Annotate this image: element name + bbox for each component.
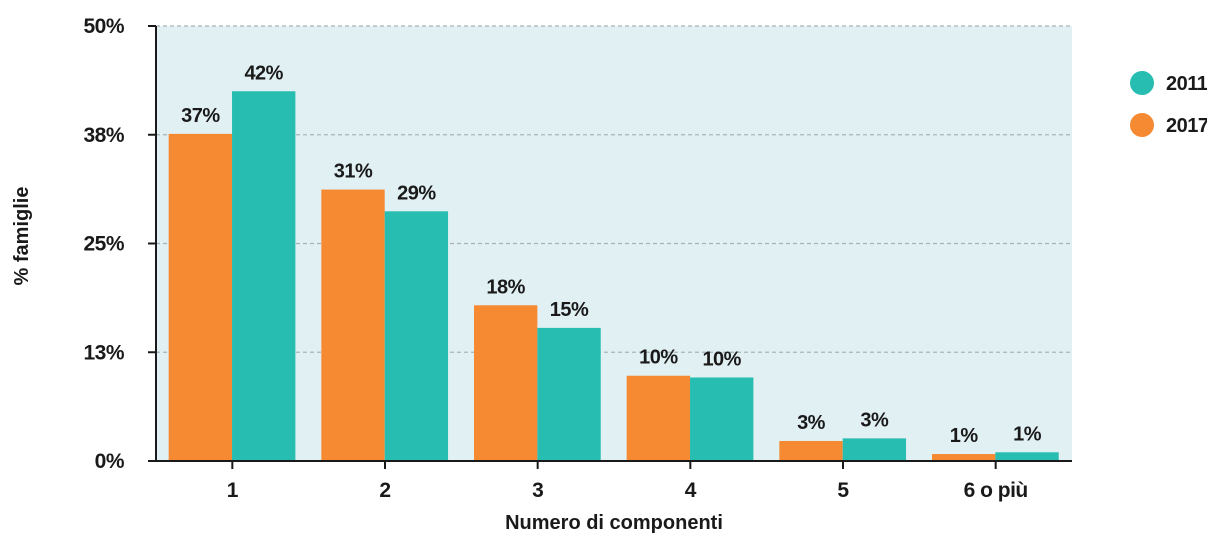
data-label-2011-1: 42% bbox=[244, 62, 283, 84]
bar-2011-2 bbox=[384, 211, 449, 461]
y-axis-title: % famiglie bbox=[11, 187, 33, 286]
axes bbox=[148, 25, 1072, 469]
data-label-2011-6: 1% bbox=[1013, 423, 1042, 445]
legend: 2011 2017 bbox=[1130, 71, 1207, 137]
bar-2011-5 bbox=[842, 438, 907, 461]
bar-2017-4 bbox=[626, 375, 691, 461]
data-label-2011-4: 10% bbox=[702, 348, 741, 370]
data-label-2017-1: 37% bbox=[181, 105, 220, 127]
y-tick-label: 0% bbox=[95, 450, 125, 473]
data-label-2017-2: 31% bbox=[334, 161, 373, 183]
bar-2017-1 bbox=[168, 133, 233, 461]
x-tick-label: 6 o più bbox=[964, 479, 1028, 502]
legend-swatch-2017 bbox=[1130, 113, 1154, 137]
data-label-2017-5: 3% bbox=[797, 412, 826, 434]
bar-2017-2 bbox=[321, 189, 385, 461]
data-label-2017-4: 10% bbox=[639, 347, 678, 369]
x-tick-label: 1 bbox=[227, 479, 239, 502]
bars bbox=[168, 91, 1059, 461]
y-tick-label: 38% bbox=[83, 124, 124, 147]
bar-2017-6 bbox=[932, 454, 996, 461]
data-labels: 37% 42% 31% 29% 18% 15% 10% 10% 3% 3% 1% 1% bbox=[181, 62, 1042, 447]
y-tick-label: 13% bbox=[83, 341, 124, 364]
gridlines bbox=[156, 25, 1072, 353]
bar-2011-3 bbox=[537, 327, 601, 461]
data-label-2011-5: 3% bbox=[860, 409, 889, 431]
x-tick-label: 4 bbox=[685, 479, 697, 502]
data-label-2017-6: 1% bbox=[950, 425, 979, 447]
x-tick-labels: 1 2 3 4 5 6 o più bbox=[227, 479, 1029, 502]
bar-2017-5 bbox=[779, 440, 843, 461]
legend-swatch-2011 bbox=[1130, 71, 1154, 95]
bar-2017-3 bbox=[474, 305, 538, 461]
data-label-2011-3: 15% bbox=[550, 299, 589, 321]
y-tick-label: 50% bbox=[83, 15, 124, 38]
x-axis-title: Numero di componenti bbox=[505, 512, 723, 534]
legend-label-2011: 2011 bbox=[1166, 73, 1207, 95]
x-tick-label: 2 bbox=[379, 479, 390, 502]
bar-2011-6 bbox=[995, 452, 1059, 461]
x-tick-label: 5 bbox=[837, 479, 849, 502]
y-tick-labels: 0% 13% 25% 38% 50% bbox=[83, 15, 125, 473]
data-label-2011-2: 29% bbox=[397, 182, 436, 204]
legend-label-2017: 2017 bbox=[1166, 115, 1207, 137]
y-tick-label: 25% bbox=[83, 233, 124, 256]
data-label-2017-3: 18% bbox=[486, 276, 525, 298]
x-tick-label: 3 bbox=[532, 479, 543, 502]
bar-2011-1 bbox=[232, 91, 296, 461]
bar-2011-4 bbox=[690, 377, 754, 461]
